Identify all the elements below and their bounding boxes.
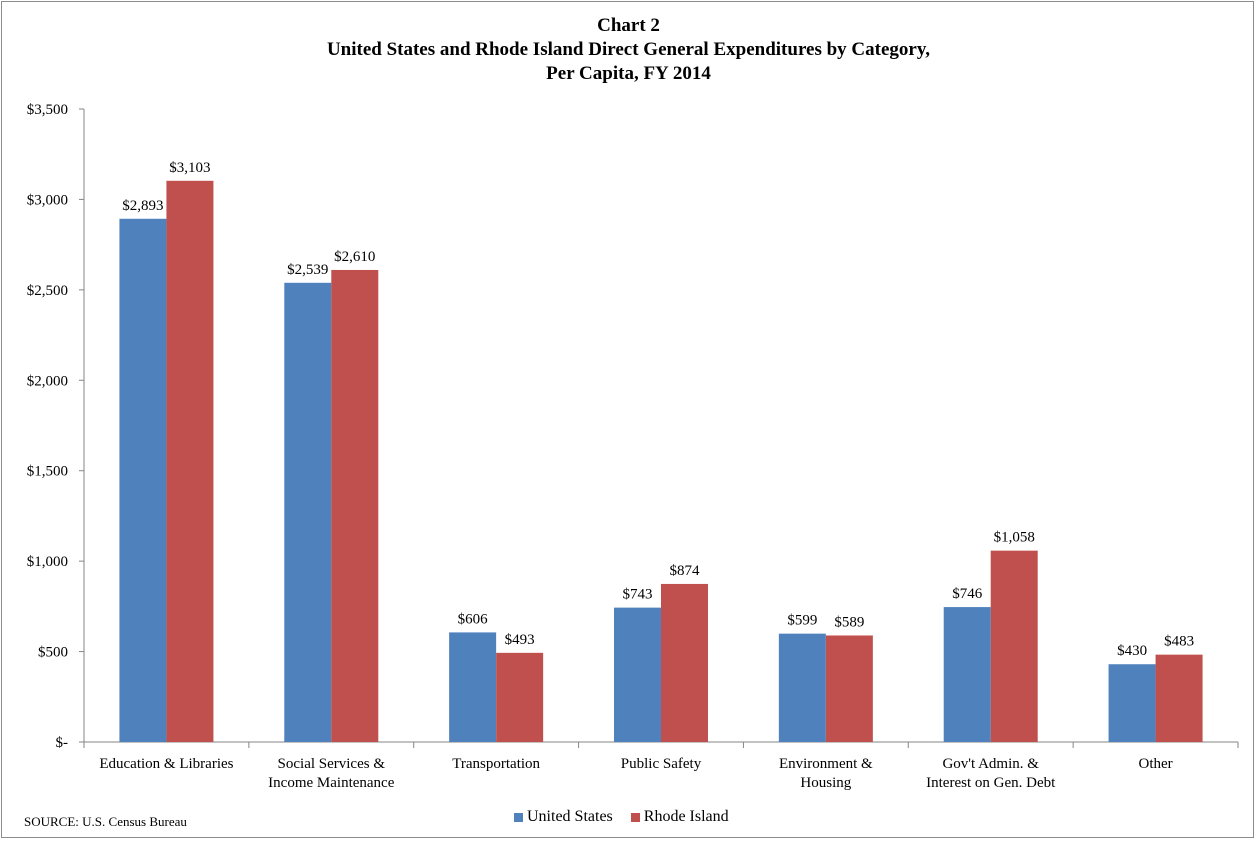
y-tick-label: $500 bbox=[38, 645, 68, 661]
bar bbox=[990, 550, 1038, 742]
x-tick-label: Interest on Gen. Debt bbox=[926, 775, 1056, 791]
y-tick-label: $3,000 bbox=[27, 192, 68, 208]
legend-label-rhode-island: Rhode Island bbox=[643, 808, 729, 825]
x-tick-label: Environment & bbox=[779, 756, 873, 772]
data-label: $589 bbox=[834, 614, 864, 630]
bar bbox=[284, 282, 332, 742]
chart-title: Chart 2 United States and Rhode Island D… bbox=[0, 14, 1257, 86]
legend: United States Rhode Island bbox=[514, 808, 747, 826]
legend-item-rhode-island: Rhode Island bbox=[630, 808, 729, 826]
x-tick-label: Income Maintenance bbox=[268, 775, 395, 791]
y-tick-label: $1,000 bbox=[27, 554, 68, 570]
data-label: $483 bbox=[1164, 634, 1194, 650]
legend-item-united-states: United States bbox=[514, 808, 613, 826]
bar bbox=[119, 218, 167, 743]
y-tick-label: $2,000 bbox=[27, 373, 68, 389]
data-label: $746 bbox=[952, 586, 983, 602]
legend-swatch-rhode-island bbox=[630, 812, 640, 822]
bar bbox=[331, 269, 379, 742]
chart-title-line-1: Chart 2 bbox=[597, 15, 660, 36]
chart-title-line-3: Per Capita, FY 2014 bbox=[546, 63, 711, 84]
data-label: $2,539 bbox=[287, 262, 328, 278]
bar bbox=[496, 652, 544, 742]
x-tick-label: Social Services & bbox=[278, 756, 386, 772]
data-label: $874 bbox=[670, 563, 701, 579]
data-label: $3,103 bbox=[169, 160, 210, 176]
data-label: $1,058 bbox=[994, 530, 1035, 546]
legend-swatch-united-states bbox=[514, 812, 523, 822]
x-tick-label: Other bbox=[1138, 756, 1172, 772]
legend-label-united-states: United States bbox=[527, 808, 613, 825]
y-tick-label: $3,500 bbox=[27, 102, 68, 118]
data-label: $599 bbox=[787, 613, 817, 629]
bar bbox=[449, 632, 497, 742]
bar bbox=[661, 583, 708, 742]
data-label: $2,610 bbox=[334, 249, 375, 265]
bar bbox=[614, 607, 661, 742]
bar bbox=[825, 635, 873, 742]
data-label: $493 bbox=[505, 632, 535, 648]
bar bbox=[166, 180, 214, 742]
source-note: SOURCE: U.S. Census Bureau bbox=[24, 814, 187, 829]
bar bbox=[943, 607, 991, 742]
x-tick-label: Housing bbox=[800, 775, 851, 791]
y-tick-label: $- bbox=[56, 735, 69, 751]
y-tick-label: $1,500 bbox=[27, 464, 68, 480]
y-tick-label: $2,500 bbox=[27, 283, 68, 299]
bar bbox=[778, 633, 826, 742]
data-label: $2,893 bbox=[122, 198, 163, 214]
x-tick-label: Public Safety bbox=[621, 756, 702, 772]
data-label: $606 bbox=[458, 611, 489, 627]
x-tick-label: Education & Libraries bbox=[99, 756, 233, 772]
x-tick-label: Gov't Admin. & bbox=[942, 756, 1039, 772]
x-tick-label: Transportation bbox=[452, 756, 540, 772]
chart-title-line-2: United States and Rhode Island Direct Ge… bbox=[326, 39, 931, 60]
bar bbox=[1108, 664, 1156, 742]
data-label: $743 bbox=[623, 587, 653, 603]
data-label: $430 bbox=[1117, 643, 1147, 659]
bar bbox=[1155, 654, 1203, 742]
